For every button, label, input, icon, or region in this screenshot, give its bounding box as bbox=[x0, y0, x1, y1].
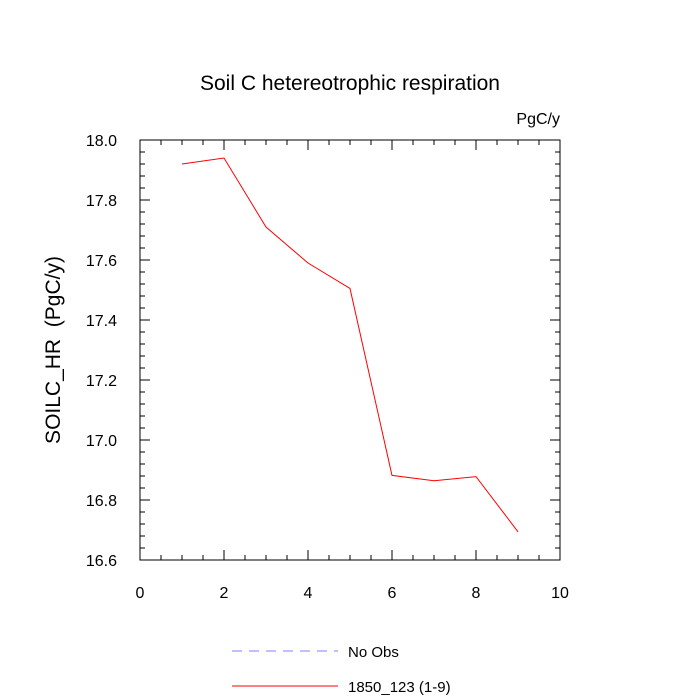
y-tick-label: 18.0 bbox=[86, 133, 117, 150]
series-line bbox=[181, 157, 519, 533]
y-tick-label: 17.0 bbox=[86, 433, 117, 450]
units-label: PgC/y bbox=[516, 111, 560, 128]
legend-label: No Obs bbox=[348, 644, 399, 661]
y-tick-label: 17.6 bbox=[86, 253, 117, 270]
legend-label: 1850_123 (1-9) bbox=[348, 679, 451, 696]
plot-frame bbox=[139, 139, 561, 561]
y-tick-label: 17.2 bbox=[86, 373, 117, 390]
x-tick-label: 2 bbox=[220, 585, 229, 602]
y-tick-label: 16.6 bbox=[86, 553, 117, 570]
x-tick-label: 0 bbox=[136, 585, 145, 602]
x-tick-label: 4 bbox=[304, 585, 313, 602]
y-axis-label: SOILC_HR (PgC/y) bbox=[42, 256, 65, 444]
x-tick-label: 10 bbox=[551, 585, 569, 602]
y-tick-label: 16.8 bbox=[86, 493, 117, 510]
y-tick-label: 17.8 bbox=[86, 193, 117, 210]
chart-title: Soil C hetereotrophic respiration bbox=[200, 72, 500, 95]
x-tick-label: 8 bbox=[472, 585, 481, 602]
x-tick-label: 6 bbox=[388, 585, 397, 602]
y-tick-label: 17.4 bbox=[86, 313, 117, 330]
